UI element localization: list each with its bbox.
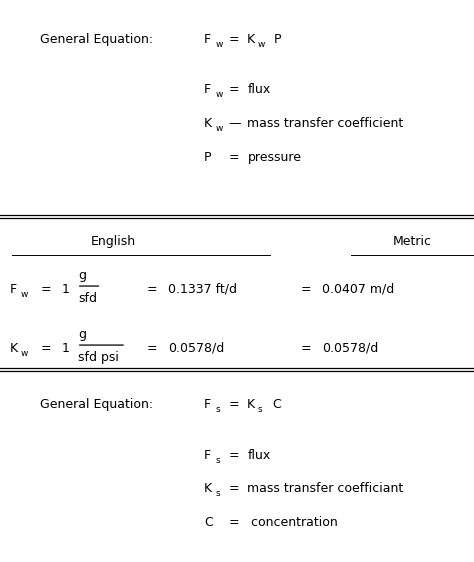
Text: 0.0578/d: 0.0578/d — [322, 342, 379, 355]
Text: F: F — [204, 83, 211, 97]
Text: =: = — [228, 448, 239, 462]
Text: sfd: sfd — [78, 292, 97, 306]
Text: =: = — [147, 342, 157, 355]
Text: 0.0578/d: 0.0578/d — [168, 342, 225, 355]
Text: F: F — [9, 283, 17, 296]
Text: =: = — [228, 516, 239, 529]
Text: 0.0407 m/d: 0.0407 m/d — [322, 283, 394, 296]
Text: mass transfer coefficient: mass transfer coefficient — [247, 117, 404, 130]
Text: =: = — [147, 283, 157, 296]
Text: flux: flux — [247, 448, 271, 462]
Text: General Equation:: General Equation: — [40, 398, 154, 411]
Text: s: s — [215, 490, 220, 498]
Text: K: K — [9, 342, 18, 355]
Text: —: — — [228, 117, 241, 130]
Text: F: F — [204, 398, 211, 411]
Text: General Equation:: General Equation: — [40, 33, 154, 46]
Text: w: w — [21, 290, 28, 299]
Text: K: K — [246, 398, 255, 411]
Text: =: = — [228, 398, 239, 411]
Text: w: w — [215, 124, 223, 133]
Text: 0.1337 ft/d: 0.1337 ft/d — [168, 283, 237, 296]
Text: =: = — [40, 283, 51, 296]
Text: flux: flux — [247, 83, 271, 97]
Text: s: s — [258, 405, 263, 414]
Text: s: s — [215, 405, 220, 414]
Text: P: P — [204, 151, 211, 164]
Text: concentration: concentration — [247, 516, 338, 529]
Text: w: w — [215, 90, 223, 99]
Text: =: = — [228, 83, 239, 97]
Text: pressure: pressure — [247, 151, 301, 164]
Text: P: P — [274, 33, 282, 46]
Text: mass transfer coefficiant: mass transfer coefficiant — [247, 482, 404, 496]
Text: English: English — [91, 235, 137, 248]
Text: g: g — [78, 328, 86, 342]
Text: w: w — [258, 40, 265, 49]
Text: s: s — [215, 456, 220, 465]
Text: =: = — [40, 342, 51, 355]
Text: F: F — [204, 33, 211, 46]
Text: =: = — [301, 342, 311, 355]
Text: C: C — [204, 516, 212, 529]
Text: K: K — [246, 33, 255, 46]
Text: 1: 1 — [62, 283, 70, 296]
Text: g: g — [78, 269, 86, 283]
Text: w: w — [21, 349, 28, 358]
Text: w: w — [215, 40, 223, 49]
Text: C: C — [273, 398, 281, 411]
Text: F: F — [204, 448, 211, 462]
Text: Metric: Metric — [393, 235, 432, 248]
Text: K: K — [204, 117, 212, 130]
Text: =: = — [301, 283, 311, 296]
Text: =: = — [228, 33, 239, 46]
Text: =: = — [228, 151, 239, 164]
Text: sfd psi: sfd psi — [78, 351, 119, 365]
Text: =: = — [228, 482, 239, 496]
Text: K: K — [204, 482, 212, 496]
Text: 1: 1 — [62, 342, 70, 355]
